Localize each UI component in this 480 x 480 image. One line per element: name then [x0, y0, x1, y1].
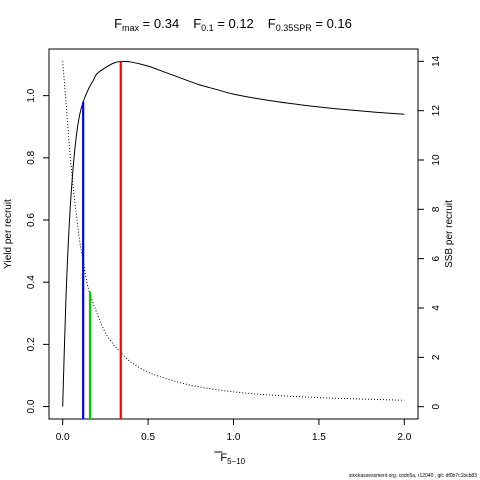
y-left-tick-label: 0.4: [26, 275, 37, 289]
yield-per-recruit-line: [62, 60, 405, 407]
reference-lines: [82, 61, 122, 419]
y-axis-right: 0 2 4 6 8 10 12 14: [418, 55, 442, 409]
chart-title: Fmax = 0.34 F0.1 = 0.12 F0.35SPR = 0.16: [114, 16, 352, 33]
y-left-tick-label: 1.0: [26, 88, 37, 102]
y-right-tick-label: 6: [431, 255, 442, 261]
y-axis-label-left: Yield per recruit: [3, 199, 14, 269]
plot-frame: [48, 48, 419, 420]
x-tick-label: 1.5: [312, 432, 326, 443]
x-tick-label: 2.0: [397, 432, 411, 443]
x-tick-label: 0.0: [56, 432, 70, 443]
x-label-text: F5−10: [220, 452, 245, 466]
footer-note: stockassessment.org, codn5a, r12040 , gi…: [348, 473, 477, 479]
y-right-tick-label: 0: [431, 403, 442, 409]
title-text: Fmax = 0.34 F0.1 = 0.12 F0.35SPR = 0.16: [114, 16, 352, 33]
title-symbol: F: [268, 16, 276, 31]
y-right-tick-label: 2: [431, 354, 442, 360]
x-tick-label: 0.5: [141, 432, 155, 443]
title-subscript: 0.1: [201, 23, 214, 33]
title-value: = 0.16: [312, 16, 352, 31]
title-symbol: F: [193, 16, 201, 31]
title-symbol: F: [114, 16, 122, 31]
x-axis: 0.0 0.5 1.0 1.5 2.0: [56, 419, 412, 443]
y-right-tick-label: 4: [431, 305, 442, 311]
y-right-tick-label: 12: [431, 105, 442, 117]
series-group: [62, 60, 405, 407]
x-tick-label: 1.0: [227, 432, 241, 443]
y-right-tick-label: 14: [431, 55, 442, 67]
title-subscript: max: [122, 23, 140, 33]
y-right-tick-label: 10: [431, 154, 442, 166]
x-axis-label: F5−10: [214, 451, 246, 466]
y-right-tick-label: 8: [431, 206, 442, 212]
y-axis-left: 0.0 0.2 0.4 0.6 0.8 1.0: [26, 88, 49, 414]
title-value: = 0.34: [139, 16, 179, 31]
x-label-subscript: 5−10: [227, 457, 246, 466]
y-axis-label-right: SSB per recruit: [444, 200, 455, 268]
ssb-per-recruit-line: [62, 61, 405, 401]
y-left-tick-label: 0.2: [26, 337, 37, 351]
title-value: = 0.12: [214, 16, 254, 31]
y-left-tick-label: 0.0: [26, 399, 37, 413]
y-left-tick-label: 0.6: [26, 213, 37, 227]
y-left-tick-label: 0.8: [26, 150, 37, 164]
title-subscript: 0.35SPR: [276, 23, 313, 33]
x-label-symbol: F: [220, 452, 227, 464]
